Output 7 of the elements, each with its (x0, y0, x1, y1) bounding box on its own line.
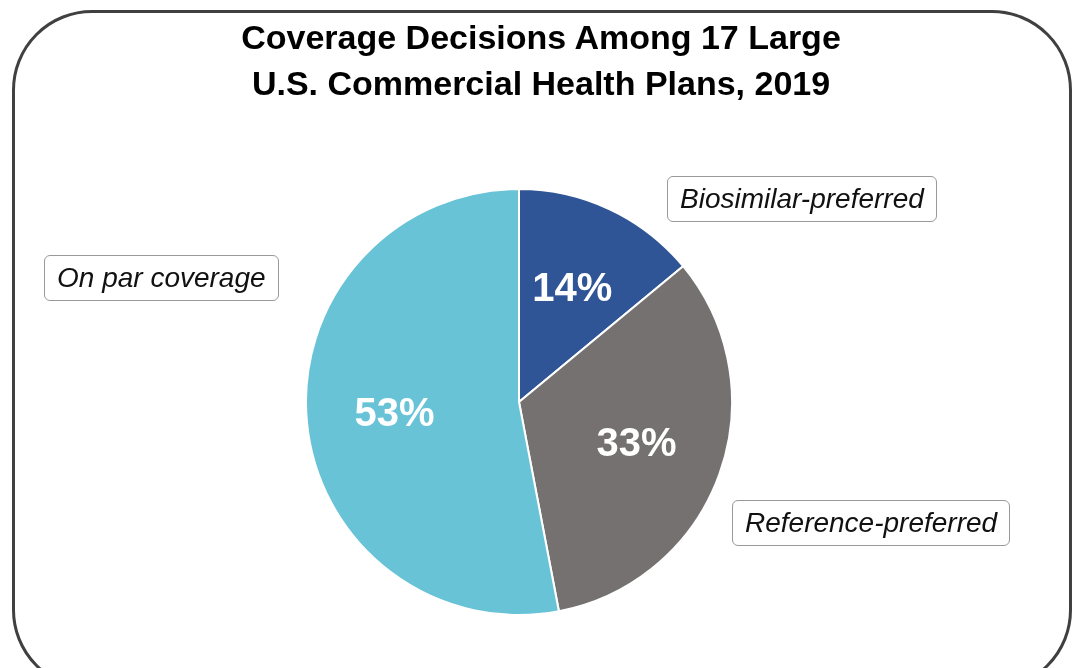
data-label: 33% (596, 420, 677, 465)
slice-label: Biosimilar-preferred (667, 176, 937, 222)
slice-label: On par coverage (44, 255, 279, 301)
chart-title: Coverage Decisions Among 17 Large U.S. Commercial Health Plans, 2019 (241, 18, 841, 102)
data-label: 14% (532, 264, 613, 309)
data-label: 53% (354, 389, 435, 434)
slice-label: Reference-preferred (732, 500, 1011, 546)
